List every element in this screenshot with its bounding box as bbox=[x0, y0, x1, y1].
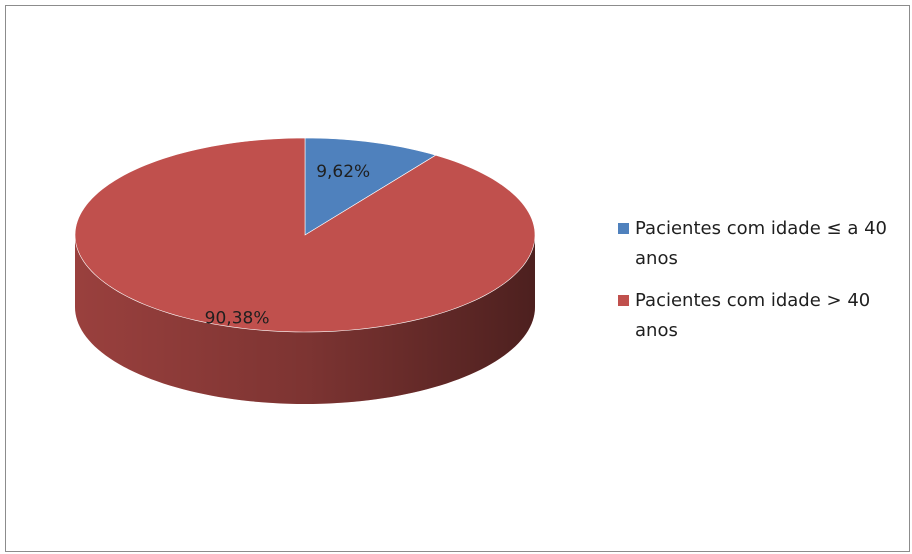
data-label: 9,62% bbox=[316, 162, 370, 182]
legend-label: Pacientes com idade ≤ a 40 anos bbox=[635, 218, 887, 269]
data-label: 90,38% bbox=[205, 308, 270, 328]
pie-slice bbox=[74, 137, 536, 333]
pie-slice bbox=[304, 137, 437, 236]
pie-side-shade bbox=[75, 235, 535, 404]
legend-item: Pacientes com idade ≤ a 40 anos bbox=[618, 214, 898, 274]
legend-swatch bbox=[618, 295, 629, 306]
legend-label: Pacientes com idade > 40 anos bbox=[635, 290, 871, 341]
legend-swatch bbox=[618, 223, 629, 234]
legend-item: Pacientes com idade > 40 anos bbox=[618, 286, 898, 346]
